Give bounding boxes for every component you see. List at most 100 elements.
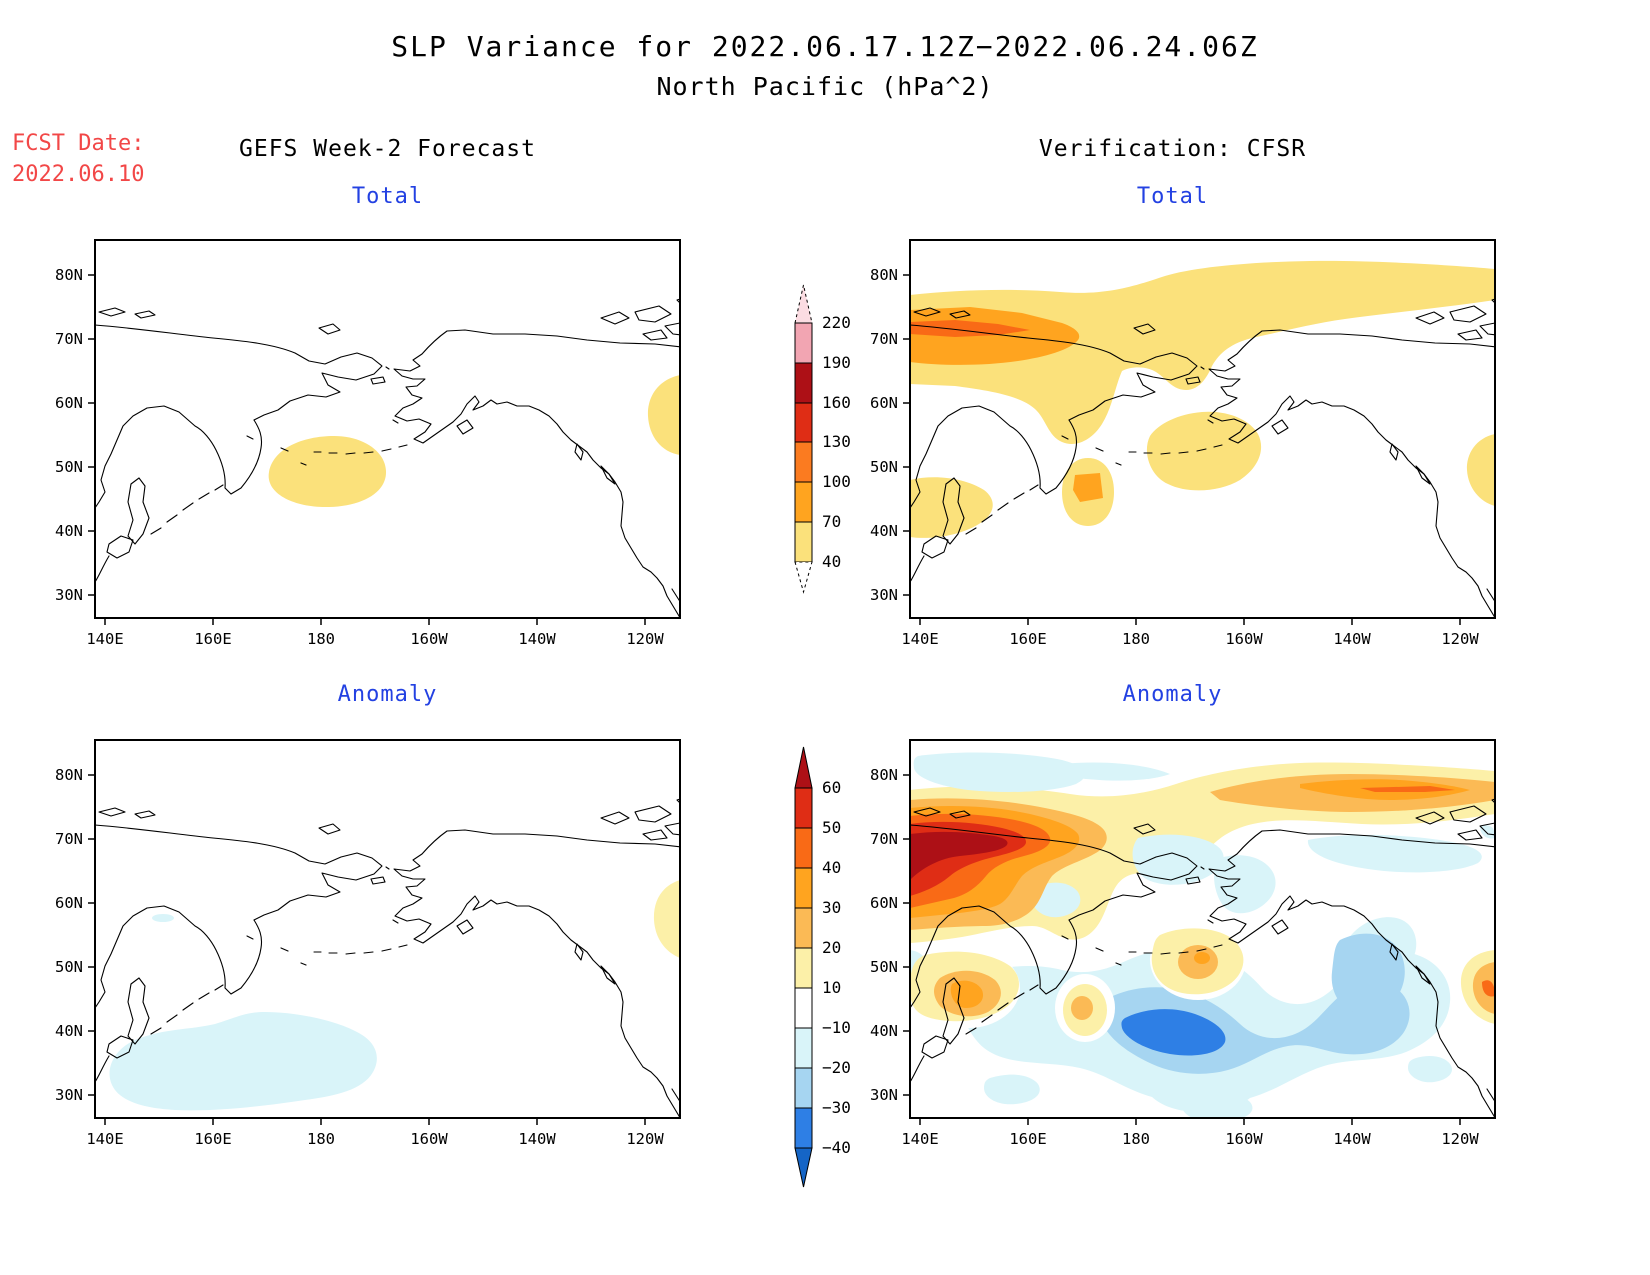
svg-text:120W: 120W [1441,1130,1479,1148]
lon-labels: 140E 160E 180 160W 140W 120W [901,1130,1479,1148]
svg-text:40: 40 [822,552,841,571]
fcst-date-label: FCST Date: [12,131,145,156]
colorbar-blocks [794,284,813,594]
svg-text:30N: 30N [870,586,898,604]
lon-labels: 140E 160E 180 160W 140W 120W [86,630,664,648]
svg-text:30N: 30N [870,1086,898,1104]
svg-text:70N: 70N [870,330,898,348]
lat-labels: 80N 70N 60N 50N 40N 30N [870,766,898,1104]
svg-text:140E: 140E [901,630,938,648]
axis-ticks [903,774,1461,1125]
svg-text:140E: 140E [901,1130,938,1148]
svg-text:40N: 40N [870,522,898,540]
svg-text:60N: 60N [870,394,898,412]
svg-text:70: 70 [822,512,841,531]
contour-fills [910,260,1495,538]
svg-text:60N: 60N [870,894,898,912]
map-content [95,295,680,618]
panel-title-gefs-anomaly: Anomaly [337,682,438,707]
contour-fills [910,752,1495,1118]
svg-text:70N: 70N [55,830,83,848]
svg-text:160W: 160W [1225,630,1263,648]
map-panel-gefs-total: 80N 70N 60N 50N 40N 30N 140E 160E 180 160W 14… [55,239,681,648]
panel-title-cfsr-anomaly: Anomaly [1122,682,1223,707]
colorbar-total: 220 190 160 130 100 70 40 [794,284,851,594]
svg-text:80N: 80N [870,266,898,284]
svg-text:30N: 30N [55,1086,83,1104]
svg-text:180: 180 [307,1130,335,1148]
map-border [909,239,1496,619]
svg-text:20: 20 [822,938,841,957]
figure-title-line1: SLP Variance for 2022.06.17.12Z−2022.06.… [391,30,1259,63]
svg-text:80N: 80N [870,766,898,784]
svg-text:80N: 80N [55,266,83,284]
map-border [94,239,681,619]
svg-text:160E: 160E [1009,1130,1046,1148]
svg-text:120W: 120W [1441,630,1479,648]
svg-text:50N: 50N [870,458,898,476]
svg-text:220: 220 [822,313,851,332]
colorbar-labels: 220 190 160 130 100 70 40 [822,313,851,571]
svg-text:160W: 160W [1225,1130,1263,1148]
column-header-verification: Verification: CFSR [1038,136,1307,162]
svg-text:50N: 50N [55,458,83,476]
svg-text:60N: 60N [55,894,83,912]
svg-text:180: 180 [1122,630,1150,648]
svg-text:160E: 160E [1009,630,1046,648]
contour-fills [268,375,680,508]
svg-text:120W: 120W [626,630,664,648]
svg-text:70N: 70N [55,330,83,348]
svg-text:60N: 60N [55,394,83,412]
map-content [910,752,1495,1118]
svg-text:180: 180 [307,630,335,648]
lat-labels: 80N 70N 60N 50N 40N 30N [55,766,83,1104]
svg-text:10: 10 [822,978,841,997]
colorbar-anomaly: 60 50 40 30 20 10 −10 −20 −30 −40 [794,746,851,1188]
svg-text:50N: 50N [55,958,83,976]
svg-text:−30: −30 [822,1098,851,1117]
svg-text:30: 30 [822,898,841,917]
colorbar-labels: 60 50 40 30 20 10 −10 −20 −30 −40 [822,778,851,1157]
svg-text:140W: 140W [518,1130,556,1148]
svg-text:−20: −20 [822,1058,851,1077]
svg-text:80N: 80N [55,766,83,784]
column-header-forecast: GEFS Week-2 Forecast [239,136,536,162]
svg-text:140E: 140E [86,1130,123,1148]
svg-text:60: 60 [822,778,841,797]
svg-text:160E: 160E [194,630,231,648]
svg-text:140E: 140E [86,630,123,648]
map-panel-cfsr-anomaly: 80N 70N 60N 50N 40N 30N 140E 160E 180 160W 14… [870,739,1496,1148]
svg-text:40N: 40N [55,1022,83,1040]
fcst-date-value: 2022.06.10 [12,162,145,187]
contour-fills [109,880,680,1111]
map-panel-gefs-anomaly: 80N 70N 60N 50N 40N 30N 140E 160E 180 160W 14… [55,739,681,1148]
map-border [94,739,681,1119]
lat-labels: 80N 70N 60N 50N 40N 30N [55,266,83,604]
svg-text:160E: 160E [194,1130,231,1148]
fcst-date-block: FCST Date: 2022.06.10 [12,128,144,190]
panel-title-gefs-total: Total [351,184,424,209]
svg-text:160W: 160W [410,1130,448,1148]
map-border [909,739,1496,1119]
svg-text:−40: −40 [822,1138,851,1157]
svg-text:50N: 50N [870,958,898,976]
lat-labels: 80N 70N 60N 50N 40N 30N [870,266,898,604]
svg-text:70N: 70N [870,830,898,848]
svg-text:100: 100 [822,472,851,491]
axis-ticks [903,274,1461,625]
svg-text:180: 180 [1122,1130,1150,1148]
axis-ticks [88,274,646,625]
svg-text:−10: −10 [822,1018,851,1037]
svg-text:30N: 30N [55,586,83,604]
svg-text:140W: 140W [1333,630,1371,648]
svg-text:190: 190 [822,353,851,372]
lon-labels: 140E 160E 180 160W 140W 120W [901,630,1479,648]
map-content [95,795,680,1118]
svg-text:40N: 40N [55,522,83,540]
lon-labels: 140E 160E 180 160W 140W 120W [86,1130,664,1148]
svg-text:130: 130 [822,432,851,451]
panel-title-cfsr-total: Total [1136,184,1209,209]
svg-text:140W: 140W [1333,1130,1371,1148]
svg-text:40N: 40N [870,1022,898,1040]
map-content [910,260,1495,618]
